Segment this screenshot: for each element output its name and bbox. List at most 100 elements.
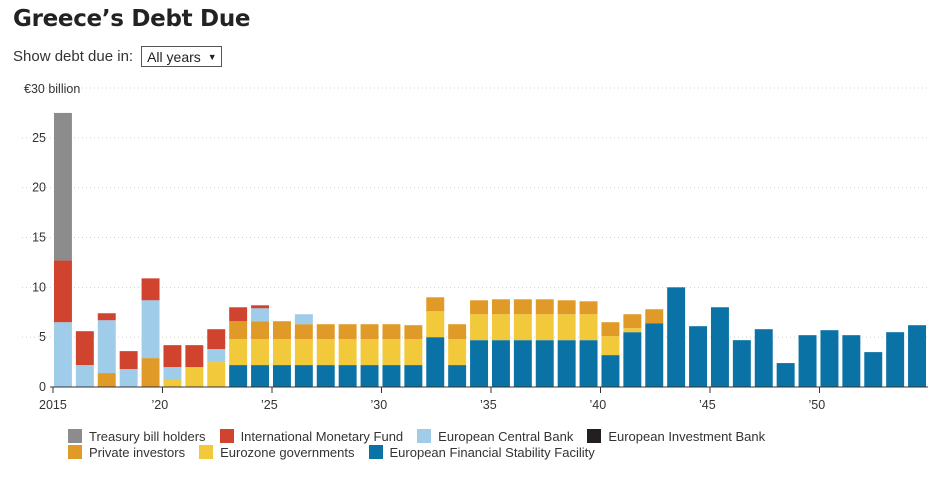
- bar-segment: [601, 336, 620, 356]
- bar-segment: [229, 339, 248, 366]
- bar-segment: [535, 299, 554, 315]
- bar-segment: [53, 112, 72, 261]
- legend-label: European Central Bank: [438, 428, 574, 444]
- bar-segment: [754, 329, 773, 387]
- bar-segment: [470, 340, 489, 387]
- bar-segment: [294, 339, 313, 366]
- bar-segment: [251, 365, 270, 387]
- bar-segment: [163, 380, 182, 387]
- legend-label: European Financial Stability Facility: [389, 444, 595, 460]
- x-tick-label: ’25: [261, 398, 278, 412]
- bar-segment: [404, 339, 423, 366]
- bar-segment: [470, 314, 489, 341]
- x-tick-label: 2015: [39, 398, 67, 412]
- bar-segment: [251, 308, 270, 322]
- year-range-select[interactable]: All years ▼: [141, 46, 222, 67]
- bar-segment: [75, 365, 94, 387]
- legend-row: Treasury bill holders International Monet…: [68, 428, 928, 444]
- bar-segment: [75, 331, 94, 366]
- bar-segment: [645, 323, 664, 387]
- bar-segment: [404, 365, 423, 387]
- legend-item: Treasury bill holders: [68, 429, 206, 444]
- legend-swatch: [219, 429, 234, 443]
- bar-segment: [491, 299, 510, 315]
- bar-segment: [53, 322, 72, 387]
- bar-segment: [360, 324, 379, 340]
- bar-segment: [557, 314, 576, 341]
- bar-segment: [316, 339, 335, 366]
- bar-segment: [513, 314, 532, 341]
- debt-filter-control: Show debt due in: All years ▼: [13, 46, 222, 67]
- bar-segment: [886, 332, 905, 387]
- bar-segment: [141, 300, 160, 359]
- bar-segment: [491, 340, 510, 387]
- bar-segment: [97, 320, 116, 374]
- dropdown-arrow-icon: ▼: [207, 51, 217, 62]
- y-tick-label: 20: [32, 181, 46, 195]
- bar-segment: [776, 363, 795, 387]
- legend-item: Eurozone governments: [199, 445, 355, 460]
- bar-segment: [272, 339, 291, 366]
- bar-segment: [645, 309, 664, 324]
- legend-item: Private investors: [68, 445, 185, 460]
- bar-segment: [272, 365, 291, 387]
- bar-segment: [623, 314, 642, 329]
- chart-legend: Treasury bill holders International Monet…: [68, 428, 928, 460]
- legend-label: Treasury bill holders: [89, 428, 206, 444]
- bar-segment: [513, 340, 532, 387]
- legend-swatch: [68, 445, 82, 459]
- bar-segment: [141, 358, 160, 387]
- bar-segment: [251, 321, 270, 340]
- bar-segment: [338, 324, 357, 340]
- legend-row: Private investors Eurozone governments Eur…: [68, 444, 928, 460]
- bar-segment: [579, 301, 598, 315]
- bar-segment: [119, 369, 138, 387]
- bar-segment: [229, 321, 248, 340]
- bar-segment: [294, 365, 313, 387]
- y-tick-label: 5: [39, 330, 46, 344]
- bar-segment: [338, 365, 357, 387]
- y-tick-label: 25: [32, 131, 46, 145]
- bar-segment: [579, 340, 598, 387]
- bar-segment: [163, 367, 182, 381]
- bar-segment: [908, 325, 927, 387]
- bar-segment: [97, 313, 116, 321]
- bar-segment: [426, 311, 445, 338]
- legend-label: European Investment Bank: [608, 428, 766, 444]
- bar-segment: [689, 326, 708, 387]
- bar-segment: [623, 328, 642, 333]
- bar-segment: [448, 324, 467, 340]
- bar-segment: [229, 307, 248, 322]
- bar-segment: [119, 351, 138, 370]
- bar-segment: [404, 325, 423, 340]
- bar-segment: [426, 297, 445, 312]
- bar-segment: [535, 340, 554, 387]
- legend-label: Private investors: [89, 444, 186, 460]
- bar-segment: [842, 335, 861, 387]
- legend-swatch: [368, 445, 383, 459]
- y-axis-unit-label: €30 billion: [24, 82, 80, 96]
- bar-segment: [251, 305, 270, 309]
- x-tick-label: ’30: [371, 398, 388, 412]
- bar-segment: [141, 278, 160, 301]
- year-range-select-value: All years: [147, 48, 201, 65]
- bar-segment: [579, 314, 598, 341]
- chart-title: Greece’s Debt Due: [13, 6, 251, 32]
- legend-item: European Financial Stability Facility: [368, 444, 595, 460]
- bar-segment: [710, 307, 729, 387]
- bar-segment: [426, 337, 445, 387]
- bar-segment: [601, 355, 620, 387]
- bar-segment: [864, 352, 883, 387]
- bar-segment: [491, 314, 510, 341]
- legend-item: European Investment Bank: [587, 429, 765, 444]
- legend-swatch: [417, 429, 432, 443]
- x-tick-label: ’20: [152, 398, 169, 412]
- bar-segment: [207, 362, 226, 387]
- x-tick-label: ’40: [590, 398, 607, 412]
- bar-segment: [272, 321, 291, 340]
- bar-segment: [53, 260, 72, 323]
- bar-segment: [535, 314, 554, 341]
- bar-segment: [732, 340, 751, 387]
- bar-segment: [557, 340, 576, 387]
- bar-segment: [251, 339, 270, 366]
